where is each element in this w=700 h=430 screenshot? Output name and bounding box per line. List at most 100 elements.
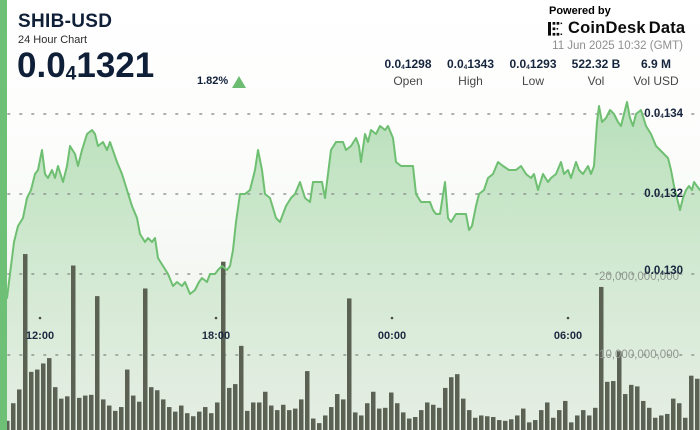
volume-bar [203, 407, 208, 430]
time-axis-label: 12:00 [25, 330, 55, 342]
volume-bar [335, 394, 340, 430]
coindesk-logo[interactable]: CoinDesk Data [548, 19, 685, 38]
volume-bar [551, 417, 556, 430]
time-axis-label: 00:00 [377, 330, 407, 342]
volume-bar [389, 392, 394, 430]
volume-bar [233, 384, 238, 430]
symbol-title: SHIB-USD [18, 11, 113, 32]
volume-bar [527, 422, 532, 430]
volume-bar [611, 381, 616, 430]
stat-vol: 522.32 B Vol [564, 57, 628, 88]
volume-bar [665, 413, 670, 430]
current-price: 0.041321 [17, 47, 154, 93]
coindesk-brand-text: CoinDesk [568, 19, 646, 37]
volume-bar [395, 403, 400, 430]
stat-label: High [458, 74, 483, 88]
price-prefix: 0.0 [17, 46, 66, 85]
volume-bar [209, 413, 214, 430]
volume-bar [149, 387, 154, 430]
stat-value: 0.041293 [509, 57, 557, 71]
volume-bar [113, 410, 118, 430]
volume-bar [131, 395, 136, 430]
volume-bar [311, 418, 316, 430]
volume-bar [323, 415, 328, 430]
coindesk-data-text: Data [648, 19, 686, 37]
volume-bar [95, 296, 100, 430]
volume-bar [263, 391, 268, 430]
volume-bar [65, 396, 70, 430]
volume-bar [179, 405, 184, 430]
x-tick-dot [566, 316, 570, 320]
x-tick-dot [38, 316, 42, 320]
volume-bar [83, 395, 88, 430]
volume-bar [293, 408, 298, 430]
volume-bar [413, 416, 418, 430]
stat-label: Open [393, 74, 423, 88]
change-percent: 1.82% [197, 75, 229, 87]
volume-bar [545, 402, 550, 430]
volume-bar [479, 415, 484, 430]
volume-bar [647, 407, 652, 430]
powered-by-label: Powered by [549, 5, 611, 17]
time-axis-label: 18:00 [201, 330, 231, 342]
volume-bar [695, 378, 700, 430]
price-axis-label: 0.04132 [644, 188, 683, 200]
volume-bar [275, 410, 280, 430]
volume-bar [101, 399, 106, 430]
volume-bar [281, 404, 286, 430]
volume-bar [437, 407, 442, 430]
volume-bar [443, 387, 448, 430]
volume-bar [533, 420, 538, 430]
volume-bar [605, 381, 610, 430]
volume-bar [581, 410, 586, 430]
volume-bar [569, 422, 574, 430]
price-subscript: 4 [65, 63, 77, 85]
volume-bar [593, 407, 598, 430]
time-axis-label: 06:00 [553, 330, 583, 342]
stat-low: 0.041293 Low [502, 57, 564, 88]
volume-bar [245, 410, 250, 430]
volume-bar [299, 399, 304, 430]
volume-bar [449, 377, 454, 430]
price-axis-label: 0.04130 [644, 265, 683, 277]
volume-bar [503, 420, 508, 430]
price-area [5, 102, 700, 430]
volume-bar [227, 387, 232, 430]
volume-bar [383, 407, 388, 430]
volume-bar [11, 403, 16, 430]
volume-bar [161, 399, 166, 430]
volume-bar [125, 369, 130, 430]
volume-bar [467, 410, 472, 430]
volume-bar [89, 394, 94, 430]
volume-bar [557, 410, 562, 430]
volume-bar [77, 397, 82, 430]
volume-bar [71, 265, 76, 430]
volume-bar [185, 413, 190, 430]
volume-bar [53, 387, 58, 430]
volume-bar [599, 286, 604, 430]
stat-value: 6.9 M [640, 57, 671, 71]
coindesk-logo-icon [548, 21, 564, 37]
volume-bar [629, 384, 634, 430]
stat-open: 0.041298 Open [377, 57, 439, 88]
volume-bar [329, 407, 334, 430]
volume-bar [251, 402, 256, 430]
volume-bar [257, 402, 262, 430]
volume-bar [317, 423, 322, 430]
volume-bar [683, 417, 688, 430]
volume-bar [143, 288, 148, 430]
volume-bar [371, 391, 376, 430]
volume-bar [485, 416, 490, 430]
volume-bar [431, 404, 436, 430]
stats-row: 0.041298 Open 0.041343 High 0.041293 Low 522.3… [377, 57, 684, 88]
volume-bar [455, 374, 460, 430]
volume-bar [587, 415, 592, 430]
stat-value: 0.041343 [446, 57, 495, 71]
volume-axis-label: 20,000,000,000 [599, 271, 679, 283]
volume-bar [461, 398, 466, 430]
volume-bar [107, 405, 112, 430]
volume-bar [617, 351, 622, 430]
volume-bar [473, 417, 478, 430]
volume-bar [155, 390, 160, 430]
